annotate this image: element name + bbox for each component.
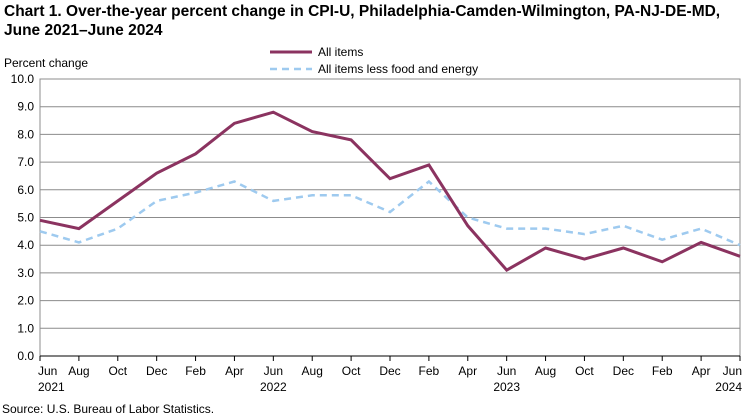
x-tick-label: Jun (38, 364, 57, 378)
x-tick-label: Feb (185, 364, 206, 378)
x-tick-label: Dec (379, 364, 400, 378)
chart-title: Chart 1. Over-the-year percent change in… (4, 3, 721, 39)
y-tick-label: 4.0 (17, 238, 34, 252)
grid-lines (40, 78, 740, 329)
y-tick-label: 9.0 (17, 100, 34, 114)
x-tick-label: Aug (68, 364, 89, 378)
x-tick-label: Aug (535, 364, 556, 378)
y-tick-label: 6.0 (17, 183, 34, 197)
x-year-label: 2021 (38, 380, 65, 394)
y-tick-label: 10.0 (11, 72, 35, 86)
x-tick-label: Dec (146, 364, 167, 378)
x-tick-label: Jun (723, 364, 742, 378)
y-tick-label: 0.0 (17, 349, 34, 363)
source-note: Source: U.S. Bureau of Labor Statistics. (2, 402, 215, 416)
x-tick-label: Oct (342, 364, 361, 378)
legend-label: All items less food and energy (318, 62, 478, 76)
y-tick-label: 8.0 (17, 127, 34, 141)
x-tick-label: Feb (419, 364, 440, 378)
x-tick-label: Dec (613, 364, 634, 378)
y-tick-label: 5.0 (17, 211, 34, 225)
x-tick-label: Aug (302, 364, 323, 378)
x-tick-label: Oct (575, 364, 594, 378)
x-tick-label: Oct (108, 364, 127, 378)
y-tick-label: 3.0 (17, 266, 34, 280)
x-tick-label: Jun (497, 364, 516, 378)
legend: All items All items less food and energy (270, 45, 478, 76)
y-tick-label: 7.0 (17, 155, 34, 169)
x-tick-label: Apr (225, 364, 244, 378)
x-year-label: 2022 (260, 380, 287, 394)
series-lines (39, 110, 741, 273)
x-year-label: 2023 (493, 380, 520, 394)
series-line-all-items (39, 110, 741, 273)
axes: 0.0 1.0 2.0 3.0 4.0 5.0 6.0 7.0 8.0 9.0 10.0 Jun 202… (11, 72, 743, 394)
y-tick-label: 1.0 (17, 321, 34, 335)
y-tick-label: 2.0 (17, 294, 34, 308)
series-line-core (39, 179, 741, 247)
x-year-label: 2024 (715, 380, 742, 394)
y-axis-label: Percent change (4, 56, 88, 70)
legend-label: All items (318, 45, 363, 59)
x-tick-label: Apr (458, 364, 477, 378)
x-tick-label: Jun (264, 364, 283, 378)
x-tick-label: Feb (652, 364, 673, 378)
x-tick-label: Apr (692, 364, 711, 378)
